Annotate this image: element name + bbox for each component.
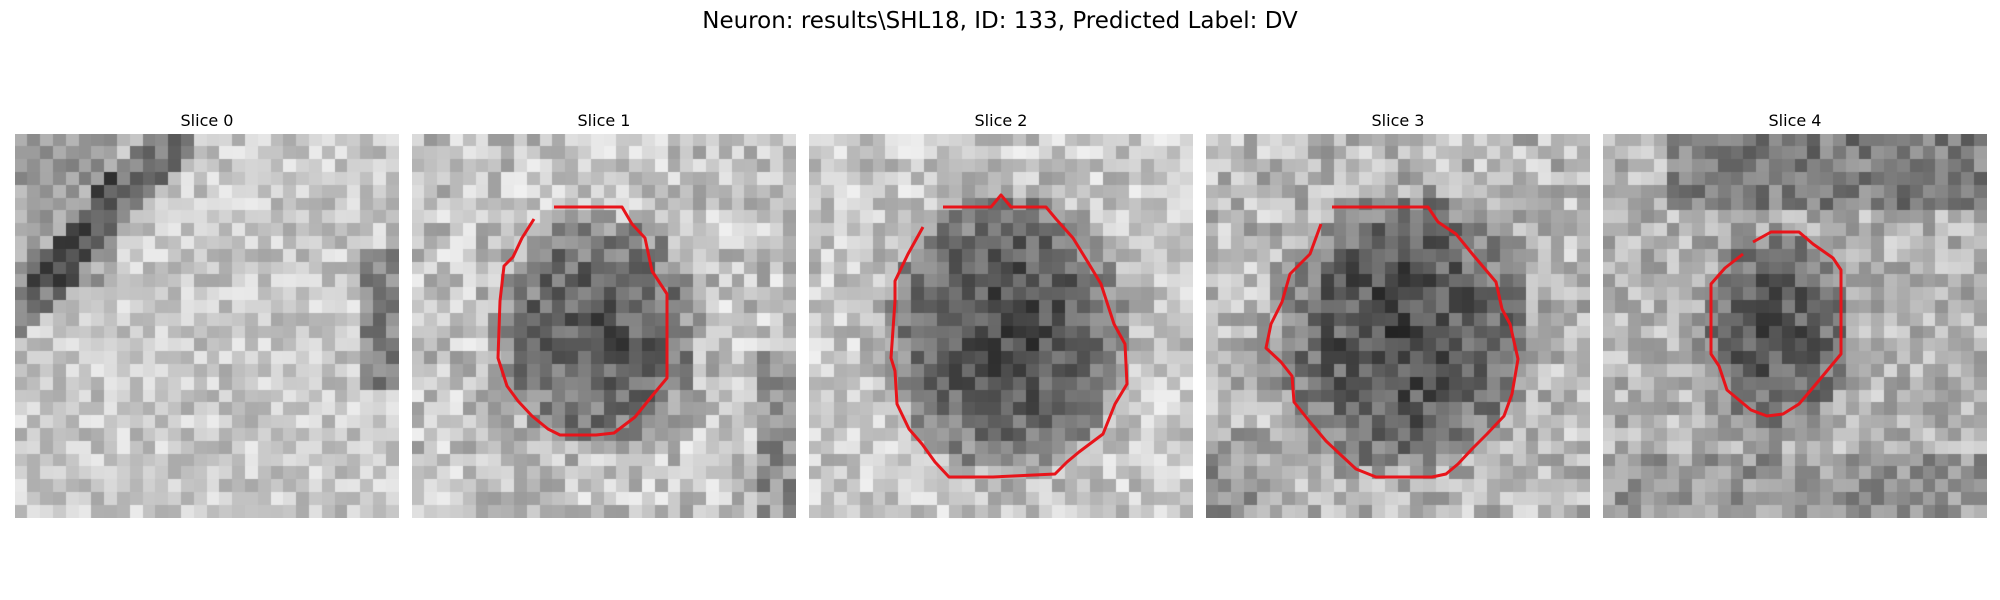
- slice-image-canvas: [1603, 134, 1987, 518]
- contour-line: [496, 205, 669, 437]
- slice-title: Slice 2: [974, 111, 1028, 130]
- slice-panel-0: Slice 0: [15, 110, 399, 518]
- slice-panel-4: Slice 4: [1603, 110, 1987, 518]
- slice-title: Slice 4: [1768, 111, 1822, 130]
- slice-panel-2: Slice 2: [809, 110, 1193, 518]
- slice-title: Slice 3: [1371, 111, 1425, 130]
- roi-contour: [1264, 205, 1520, 479]
- slice-panel-1: Slice 1: [412, 110, 796, 518]
- figure-title: Neuron: results\SHL18, ID: 133, Predicte…: [702, 8, 1298, 34]
- slice-title: Slice 0: [180, 111, 234, 130]
- slice-image: [412, 134, 796, 518]
- slice-image: [15, 134, 399, 518]
- roi-contour: [496, 205, 669, 437]
- slice-image: [1206, 134, 1590, 518]
- slice-image-canvas: [15, 134, 399, 518]
- slice-image: [809, 134, 1193, 518]
- contour-line: [1264, 205, 1520, 479]
- roi-contour: [889, 193, 1129, 479]
- slice-title: Slice 1: [577, 111, 631, 130]
- contour-line: [889, 193, 1129, 479]
- slice-image: [1603, 134, 1987, 518]
- slice-image-canvas: [809, 134, 1193, 518]
- roi-contour: [1709, 230, 1843, 418]
- slice-image-canvas: [412, 134, 796, 518]
- slice-panel-3: Slice 3: [1206, 110, 1590, 518]
- contour-line: [1709, 230, 1843, 418]
